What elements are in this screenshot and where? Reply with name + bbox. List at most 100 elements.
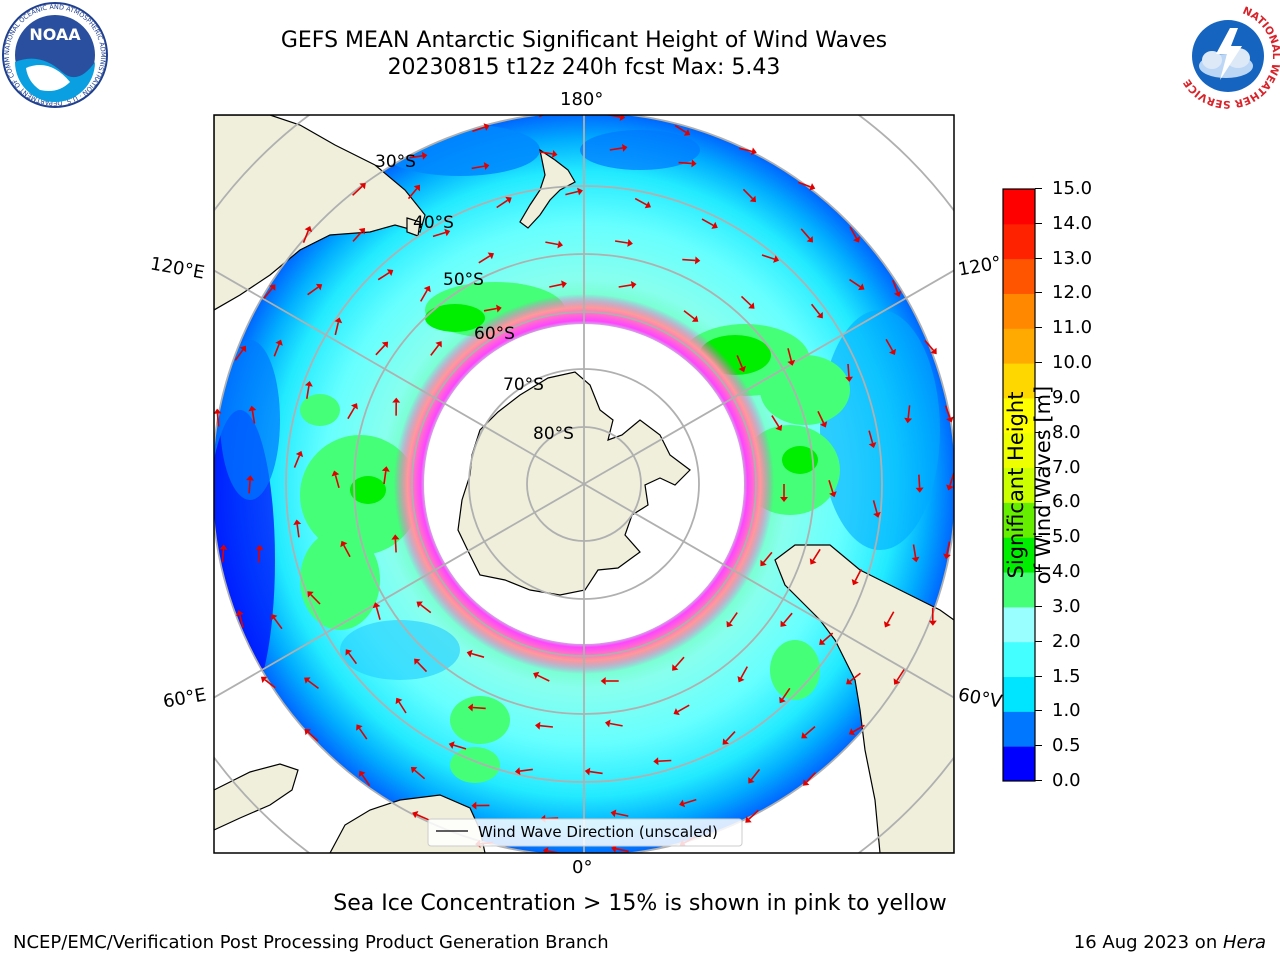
wave-arrow-shaft bbox=[885, 338, 894, 351]
wave-arrow-head bbox=[391, 534, 400, 540]
wave-arrow-head bbox=[858, 283, 865, 291]
wave-arrow-head bbox=[845, 376, 853, 382]
wave-arrow-head bbox=[868, 442, 877, 448]
wave-arrow-head bbox=[471, 801, 477, 810]
wave-arrow-head bbox=[304, 381, 313, 387]
colorbar-segment bbox=[1003, 467, 1035, 503]
wave-arrow-head bbox=[345, 649, 352, 656]
wave-arrow-shaft bbox=[375, 344, 386, 356]
wave-arrow-shaft bbox=[398, 701, 407, 714]
wave-arrow-shaft bbox=[565, 190, 579, 196]
wave-arrow-head bbox=[760, 559, 767, 567]
colorbar-tick-label: 9.0 bbox=[1052, 386, 1081, 408]
wave-arrow-head bbox=[915, 487, 924, 493]
wave-arrow-shaft bbox=[478, 255, 491, 264]
wave-arrow-head bbox=[577, 187, 583, 196]
wave-arrow-head bbox=[414, 658, 421, 665]
wave-arrow-head bbox=[392, 397, 401, 403]
wave-arrow-head bbox=[304, 226, 313, 233]
wave-arrow-head bbox=[505, 196, 512, 204]
wave-arrow-head bbox=[801, 732, 808, 739]
wave-arrow-shaft bbox=[343, 544, 351, 558]
colorbar-tick-label: 13.0 bbox=[1052, 247, 1093, 269]
wave-arrow-head bbox=[359, 183, 366, 190]
wave-arrow-shaft bbox=[453, 744, 467, 750]
colorbar-tick-label: 15.0 bbox=[1052, 178, 1093, 199]
wave-arrow-shaft bbox=[334, 322, 340, 336]
wave-arrow-head bbox=[803, 779, 810, 786]
colorbar-segment bbox=[1003, 676, 1035, 712]
colorbar-tick-mark bbox=[1035, 745, 1042, 747]
wave-arrow-shaft bbox=[907, 405, 911, 419]
wave-arrow-shaft bbox=[674, 656, 685, 668]
colorbar-segment bbox=[1003, 293, 1035, 329]
chart-title: GEFS MEAN Antarctic Significant Height o… bbox=[280, 28, 888, 53]
wave-arrow-head bbox=[410, 767, 418, 774]
lon-label-180: 180° bbox=[560, 89, 604, 110]
wave-arrow-shaft bbox=[615, 812, 629, 817]
wave-arrow-shaft bbox=[740, 295, 752, 306]
wave-arrow-shaft bbox=[847, 363, 850, 378]
colorbar-tick-label: 4.0 bbox=[1052, 561, 1081, 583]
wave-arrow-shaft bbox=[849, 672, 861, 682]
wave-arrow-shaft bbox=[251, 410, 256, 424]
wave-arrow-head bbox=[483, 162, 490, 170]
wave-arrow-head bbox=[239, 345, 247, 353]
wave-arrow-head bbox=[605, 719, 611, 728]
colorbar-tick-label: 10.0 bbox=[1052, 352, 1093, 374]
wave-arrow-head bbox=[248, 405, 257, 412]
wave-arrow-head bbox=[673, 708, 680, 716]
wave-arrow-shaft bbox=[273, 343, 280, 357]
wave-arrow-head bbox=[235, 610, 244, 616]
wave-arrow-head bbox=[930, 347, 937, 355]
wave-arrow-head bbox=[386, 269, 394, 276]
colorbar-tick-mark bbox=[1035, 327, 1042, 329]
wave-arrow-shaft bbox=[781, 687, 791, 700]
map-frame-border bbox=[213, 114, 955, 854]
colorbar-tick-mark bbox=[1035, 675, 1042, 677]
colorbar-tick-label: 7.0 bbox=[1052, 456, 1081, 478]
colorbar-tick-label: 2.0 bbox=[1052, 630, 1081, 652]
wave-arrow-head bbox=[331, 470, 340, 477]
colorbar-segment bbox=[1003, 397, 1035, 434]
lat-label-30s: 30°S bbox=[375, 152, 416, 172]
wave-arrow-shaft bbox=[264, 679, 276, 689]
wave-arrow-head bbox=[820, 421, 828, 428]
colorbar-tick-label: 12.0 bbox=[1052, 282, 1093, 304]
wave-arrow-head bbox=[483, 123, 490, 131]
wave-arrow-shaft bbox=[812, 548, 821, 561]
wave-arrow-head bbox=[214, 408, 222, 414]
wave-arrow-head bbox=[738, 365, 746, 373]
wave-arrow-shaft bbox=[674, 124, 687, 133]
colorbar-tick-mark bbox=[1035, 536, 1042, 538]
wave-arrow-head bbox=[340, 540, 348, 548]
wave-arrow-head bbox=[542, 847, 549, 853]
wave-arrow-head bbox=[413, 184, 420, 192]
colorbar-tick-mark bbox=[1035, 292, 1042, 294]
wave-arrow-head bbox=[293, 519, 302, 525]
wave-arrow-shaft bbox=[537, 674, 550, 682]
wave-arrow-head bbox=[421, 151, 428, 160]
wave-arrow-shaft bbox=[375, 606, 381, 620]
wave-arrow-head bbox=[946, 484, 954, 491]
wave-arrow-head bbox=[496, 304, 502, 313]
wave-arrow-shaft bbox=[783, 612, 793, 624]
wave-arrow-head bbox=[851, 579, 859, 586]
wave-arrow-head bbox=[711, 221, 718, 229]
colorbar-tick-mark bbox=[1035, 188, 1042, 189]
wave-arrow-head bbox=[533, 671, 540, 679]
wave-arrow-shaft bbox=[634, 197, 647, 206]
wave-arrow-head bbox=[435, 341, 442, 348]
wave-arrow-head bbox=[269, 284, 276, 291]
wave-arrow-shaft bbox=[677, 704, 690, 713]
colorbar-tick-label: 8.0 bbox=[1052, 421, 1081, 443]
wave-arrow-shaft bbox=[736, 355, 743, 368]
wave-arrow-shaft bbox=[539, 724, 553, 728]
wave-arrow-shaft bbox=[658, 759, 672, 762]
wave-arrow-shaft bbox=[519, 768, 533, 772]
wave-arrow-head bbox=[806, 236, 813, 243]
colorbar-tick-label: 14.0 bbox=[1052, 212, 1093, 234]
wave-arrow-shaft bbox=[549, 283, 563, 288]
wave-arrow-shaft bbox=[589, 770, 603, 775]
wave-arrow-head bbox=[787, 359, 796, 366]
